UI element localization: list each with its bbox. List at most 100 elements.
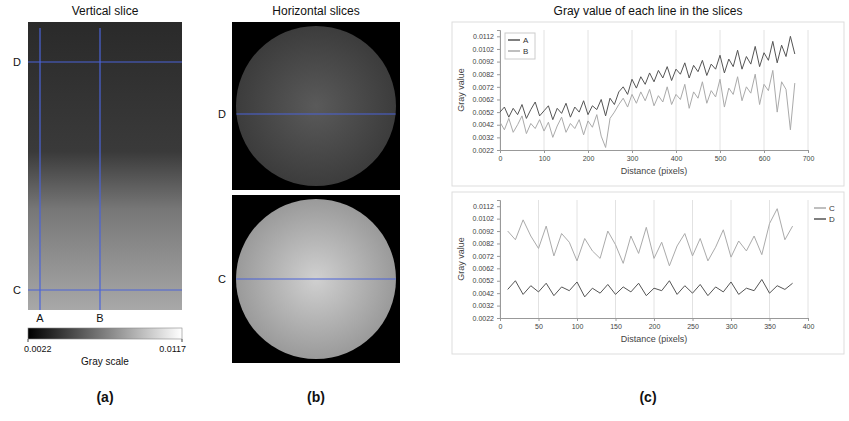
slice-background xyxy=(232,195,400,363)
tick: 0.0112 xyxy=(473,203,500,210)
tick-mark xyxy=(497,268,500,269)
tick-label: 0.0102 xyxy=(473,215,495,222)
tick-label: 0.0112 xyxy=(473,33,494,40)
tick-label: 300 xyxy=(627,155,639,162)
tick-label: 0 xyxy=(499,155,503,162)
axis-title: Distance (pixels) xyxy=(621,334,688,344)
tick: 0.0092 xyxy=(473,228,500,235)
grid-line xyxy=(808,200,809,318)
tick-label: 400 xyxy=(803,323,815,330)
tick-label: 0.0032 xyxy=(473,302,495,309)
axis-line xyxy=(497,31,501,151)
grid-line xyxy=(731,200,732,318)
slice-image xyxy=(236,26,396,186)
tick-label: 200 xyxy=(649,323,661,330)
chart: 01002003004005006007000.00220.00320.0042… xyxy=(456,30,814,176)
tick: 0.0032 xyxy=(473,134,500,141)
tick: 0.0022 xyxy=(473,315,500,322)
chart: 0501001502002503003504000.00220.00320.00… xyxy=(456,200,835,344)
tick-mark xyxy=(497,293,500,294)
slice-image xyxy=(236,199,396,359)
tick-mark xyxy=(497,87,500,88)
tick-mark xyxy=(632,150,633,153)
axis-title: Gray value xyxy=(456,237,466,281)
panel-c: Gray value of each line in the slices(c)… xyxy=(452,4,844,405)
cut-label: C xyxy=(218,273,226,285)
axis-title: Gray value xyxy=(456,68,466,112)
tick-mark xyxy=(497,306,500,307)
tick: 0.0082 xyxy=(473,71,500,78)
tick: 0.0102 xyxy=(473,46,500,53)
tick-label: 300 xyxy=(726,323,738,330)
tick-mark xyxy=(497,125,500,126)
tick: 100 xyxy=(539,150,551,162)
cut-label: A xyxy=(36,312,44,324)
plot-area xyxy=(508,209,793,297)
series-line xyxy=(500,36,795,119)
tick: 0.0102 xyxy=(473,215,500,222)
legend-box xyxy=(505,33,535,59)
tick-mark xyxy=(731,318,732,321)
tick-mark xyxy=(497,62,500,63)
cut-label: B xyxy=(96,312,103,324)
grid-line xyxy=(676,30,677,150)
legend-label: D xyxy=(829,215,835,224)
tick-label: 0.0042 xyxy=(473,290,495,297)
cut-line xyxy=(236,113,395,114)
cut-label: D xyxy=(218,108,226,120)
tick: 0.0032 xyxy=(473,302,500,309)
tick-label: 250 xyxy=(687,323,699,330)
grid-line xyxy=(588,30,589,150)
tick-label: 100 xyxy=(572,323,584,330)
tick: 400 xyxy=(671,150,683,162)
tick-label: 500 xyxy=(715,155,727,162)
tick-mark xyxy=(616,318,617,321)
tick: 0.0022 xyxy=(473,147,500,154)
series-line xyxy=(508,209,793,266)
tick-mark xyxy=(497,243,500,244)
cut-line xyxy=(28,61,182,62)
tick-mark xyxy=(588,150,589,153)
tick-label: 0.0092 xyxy=(473,228,495,235)
tick-mark xyxy=(764,150,765,153)
tick-label: 0.0042 xyxy=(473,121,495,128)
slice-background xyxy=(232,22,400,190)
tick-mark xyxy=(654,318,655,321)
axis-line xyxy=(501,319,809,322)
tick: 300 xyxy=(627,150,639,162)
cut-line xyxy=(28,289,182,290)
tick-label: 350 xyxy=(764,323,776,330)
tick-mark xyxy=(720,150,721,153)
panel-title: Gray value of each line in the slices xyxy=(554,4,743,18)
x-axis: 0100200300400500600700 xyxy=(499,150,815,162)
panel-label: (a) xyxy=(96,389,113,405)
tick-mark xyxy=(497,74,500,75)
tick: 50 xyxy=(535,318,543,330)
figure: Vertical sliceDCAB0.00220.0117Gray scale… xyxy=(0,0,849,421)
tick: 200 xyxy=(583,150,595,162)
tick-mark xyxy=(544,150,545,153)
tick-label: 0.0072 xyxy=(473,253,495,260)
tick: 150 xyxy=(610,318,622,330)
x-axis: 050100150200250300350400 xyxy=(499,318,815,330)
tick: 0.0052 xyxy=(473,109,500,116)
tick-label: 0.0052 xyxy=(473,109,495,116)
tick-mark xyxy=(497,112,500,113)
tick-label: 0.0092 xyxy=(473,58,495,65)
tick-label: 0.0112 xyxy=(473,203,494,210)
y-axis: 0.00220.00320.00420.00520.00620.00720.00… xyxy=(473,31,501,154)
grid-line xyxy=(808,30,809,150)
tick: 400 xyxy=(803,318,815,330)
tick-mark xyxy=(497,281,500,282)
tick-mark xyxy=(808,150,809,153)
cut-line xyxy=(236,278,396,279)
colorbar-tick-label: 0.0022 xyxy=(24,344,52,354)
tick-label: 50 xyxy=(535,323,543,330)
legend-swatch xyxy=(814,207,826,209)
tick-label: 0.0032 xyxy=(473,134,495,141)
tick-mark xyxy=(539,318,540,321)
tick-mark xyxy=(497,231,500,232)
tick: 100 xyxy=(572,318,584,330)
colorbar-tick xyxy=(28,339,29,342)
tick: 300 xyxy=(726,318,738,330)
